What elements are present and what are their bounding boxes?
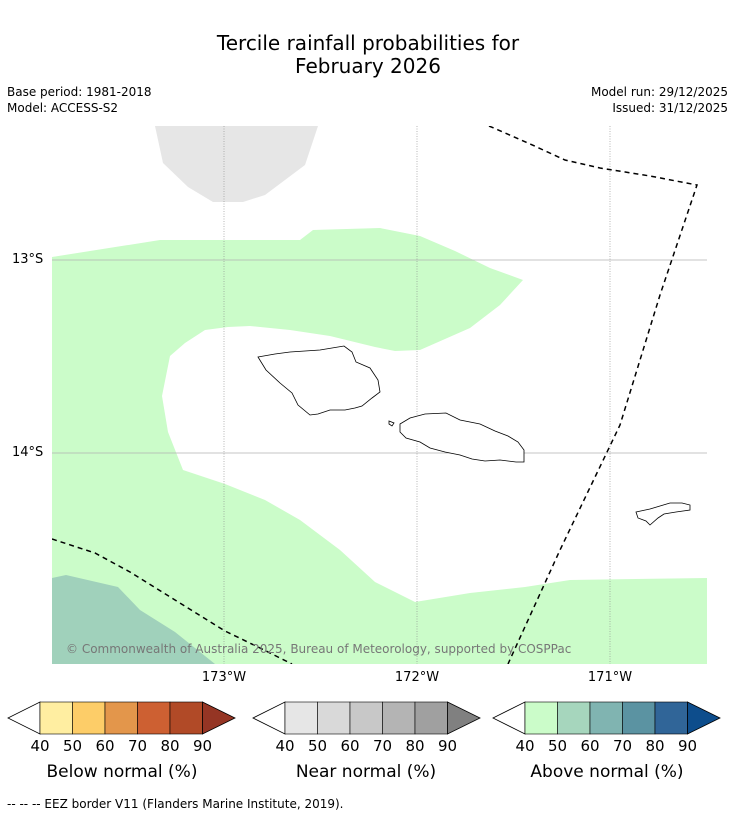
colorbar-near-normal bbox=[252, 701, 481, 735]
chart-title-line2: February 2026 bbox=[295, 54, 441, 78]
cb3-tick: 80 bbox=[645, 737, 665, 755]
colorbar-title-below: Below normal (%) bbox=[46, 762, 198, 782]
cb3-tick: 50 bbox=[547, 737, 568, 755]
small-islet bbox=[388, 420, 395, 427]
issued-date: Issued: 31/12/2025 bbox=[612, 101, 728, 115]
lat-tick-13s: 13°S bbox=[12, 252, 44, 267]
lon-tick-172w: 172°W bbox=[394, 670, 440, 685]
above-normal-region-40 bbox=[52, 228, 707, 664]
eez-border-southwest bbox=[52, 538, 293, 664]
cb3-tick: 70 bbox=[612, 737, 633, 755]
near-normal-region bbox=[155, 126, 318, 202]
cb2-tick: 40 bbox=[275, 737, 295, 755]
eez-legend-note: -- -- -- EEZ border V11 (Flanders Marine… bbox=[7, 797, 344, 811]
cb1-tick: 50 bbox=[62, 737, 83, 755]
cb3-tick: 60 bbox=[580, 737, 600, 755]
model-name: Model: ACCESS-S2 bbox=[7, 101, 119, 115]
colorbar-title-near: Near normal (%) bbox=[295, 762, 437, 782]
colorbar-above-normal bbox=[492, 701, 721, 735]
cb2-tick: 90 bbox=[437, 737, 458, 755]
colorbar-below-normal bbox=[7, 701, 236, 735]
upolu-island bbox=[399, 412, 525, 463]
cb1-tick: 80 bbox=[160, 737, 180, 755]
cb3-tick: 90 bbox=[677, 737, 698, 755]
cb2-tick: 50 bbox=[307, 737, 328, 755]
map-area bbox=[52, 126, 707, 664]
lat-tick-14s: 14°S bbox=[12, 445, 44, 460]
lon-tick-171w: 171°W bbox=[587, 670, 633, 685]
base-period: Base period: 1981-2018 bbox=[7, 85, 152, 99]
cb2-tick: 60 bbox=[340, 737, 360, 755]
cb3-tick: 40 bbox=[515, 737, 535, 755]
cb2-tick: 70 bbox=[372, 737, 393, 755]
cb1-tick: 70 bbox=[127, 737, 148, 755]
cb1-tick: 90 bbox=[192, 737, 213, 755]
lon-tick-173w: 173°W bbox=[201, 670, 247, 685]
tutuila-island bbox=[635, 502, 691, 526]
above-normal-region-50 bbox=[52, 575, 215, 664]
cb2-tick: 80 bbox=[405, 737, 425, 755]
chart-title-line1: Tercile rainfall probabilities for bbox=[216, 31, 520, 55]
model-run: Model run: 29/12/2025 bbox=[590, 85, 728, 99]
cb1-tick: 40 bbox=[30, 737, 50, 755]
eez-border-east bbox=[488, 126, 698, 664]
cb1-tick: 60 bbox=[95, 737, 115, 755]
colorbar-title-above: Above normal (%) bbox=[530, 762, 684, 782]
savaii-island bbox=[257, 345, 381, 416]
copyright-notice: © Commonwealth of Australia 2025, Bureau… bbox=[66, 642, 572, 656]
